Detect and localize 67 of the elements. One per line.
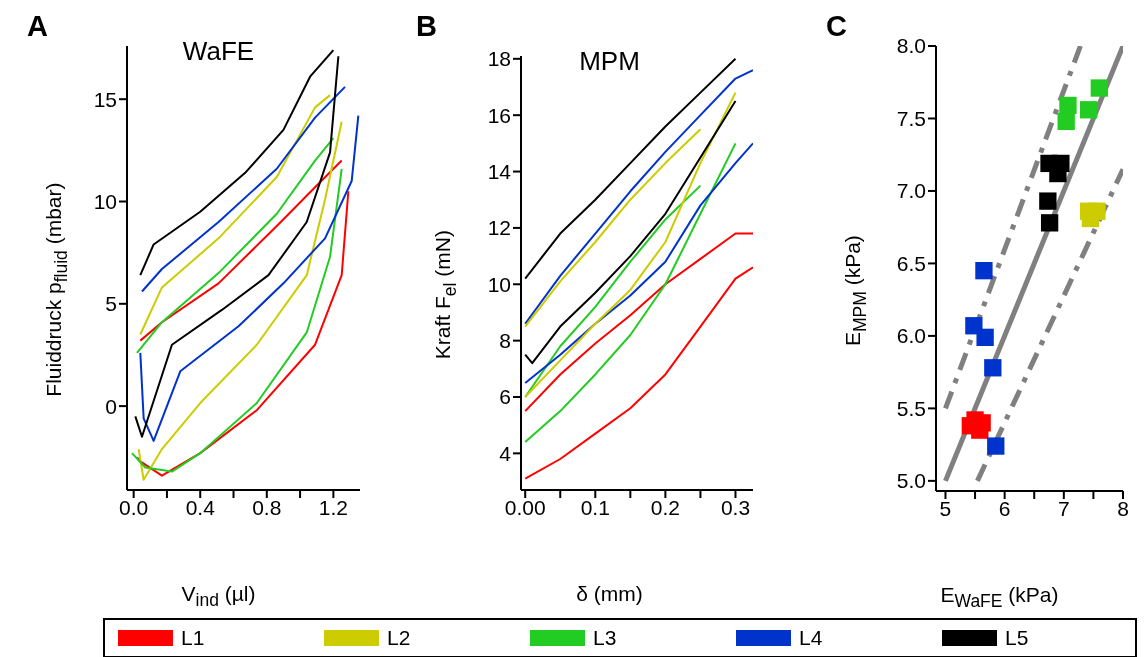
y-tick-label: 7.0 — [896, 179, 926, 203]
line-series — [139, 94, 332, 336]
x-axis-title: δ (mm) — [575, 582, 644, 606]
line-series — [524, 266, 753, 480]
y-tick-label: 5.5 — [896, 396, 926, 420]
x-tick-label: 1.2 — [318, 495, 348, 519]
point — [976, 328, 994, 347]
legend-label: L4 — [799, 626, 823, 650]
point — [975, 262, 993, 280]
chart-title: MPM — [578, 46, 641, 77]
legend-label: L1 — [181, 626, 205, 650]
line-series — [139, 159, 343, 342]
y-tick-label: 6.0 — [896, 324, 926, 348]
y-tick-label: 7.5 — [896, 106, 926, 130]
line-series — [139, 114, 360, 442]
x-tick-label: 0.0 — [119, 495, 149, 519]
y-tick-label: 0 — [105, 394, 117, 418]
x-tick-label: 0.1 — [580, 495, 610, 519]
point — [1090, 79, 1108, 97]
y-tick-label: 6 — [499, 385, 511, 409]
x-tick-label: 0.4 — [185, 495, 216, 519]
y-tick-label: 10 — [93, 189, 117, 213]
point — [984, 359, 1002, 377]
chart-title: WaFE — [181, 36, 256, 67]
point — [1039, 192, 1057, 210]
legend-label: L5 — [1005, 626, 1029, 650]
point — [1080, 101, 1098, 119]
y-tick-label: 14 — [487, 160, 512, 183]
x-tick-label: 0.00 — [504, 495, 546, 519]
x-tick-label: 0.2 — [650, 495, 680, 519]
x-axis-title: V$_{ind}$ (µl) — [180, 582, 257, 612]
x-tick-label: 5 — [939, 496, 952, 520]
line-series — [524, 142, 737, 444]
x-tick-label: 8 — [1117, 496, 1129, 520]
y-tick-label: 16 — [487, 103, 511, 127]
x-tick-label: 0.3 — [720, 495, 751, 519]
y-tick-label: 8 — [499, 329, 511, 353]
y-tick-label: 5.0 — [896, 469, 926, 493]
point — [1040, 214, 1059, 232]
text: B — [416, 10, 437, 43]
line-series — [140, 85, 347, 293]
y-tick-label: 18 — [487, 47, 511, 71]
line-series — [524, 232, 753, 413]
text: C — [826, 10, 847, 43]
y-tick-label: 4 — [499, 441, 512, 465]
point — [987, 437, 1005, 455]
point — [1059, 96, 1077, 115]
line-series — [524, 142, 753, 384]
point — [1057, 112, 1075, 131]
x-tick-label: 6 — [998, 496, 1011, 520]
y-tick-label: 15 — [93, 87, 117, 111]
line-series — [524, 184, 702, 398]
y-tick-label: 8.0 — [896, 34, 926, 58]
y-tick-label: 5 — [105, 292, 117, 316]
line-series — [135, 137, 335, 354]
x-tick-label: 7 — [1057, 496, 1070, 520]
y-tick-label: 10 — [487, 272, 511, 296]
legend-label: L3 — [593, 626, 617, 650]
line-series — [524, 69, 753, 325]
line-series — [137, 120, 343, 481]
y-tick-label: 6.5 — [896, 251, 926, 275]
y-tick-label: 12 — [487, 216, 511, 240]
line-series — [524, 128, 702, 328]
text: A — [27, 10, 48, 43]
x-axis-title: E$_{WaFE}$ (kPa) — [939, 583, 1060, 613]
x-tick-label: 0.8 — [252, 495, 282, 519]
legend-label: L2 — [387, 626, 411, 650]
